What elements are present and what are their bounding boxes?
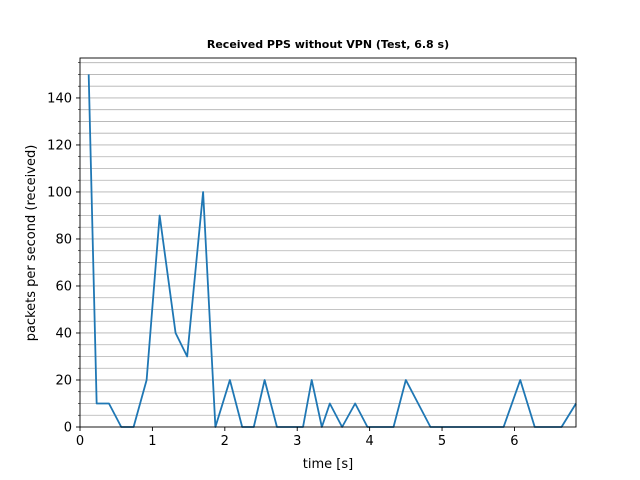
x-tick-label: 5	[438, 434, 446, 449]
chart-title: Received PPS without VPN (Test, 6.8 s)	[207, 38, 449, 51]
y-tick-label: 120	[47, 138, 72, 153]
x-tick-label: 0	[76, 434, 84, 449]
x-tick-label: 4	[365, 434, 373, 449]
x-tick-label: 2	[221, 434, 229, 449]
x-tick-label: 1	[148, 434, 156, 449]
y-tick-label: 80	[55, 232, 72, 247]
x-tick-label: 3	[293, 434, 301, 449]
tick-marks	[76, 62, 515, 431]
y-tick-label: 0	[64, 421, 72, 436]
y-axis-label: packets per second (received)	[24, 145, 39, 342]
x-axis-label: time [s]	[303, 457, 353, 472]
y-tick-label: 140	[47, 91, 72, 106]
y-tick-label: 20	[55, 373, 72, 388]
grid-lines	[80, 62, 576, 416]
plot-frame	[79, 57, 577, 428]
y-tick-label: 40	[55, 326, 72, 341]
axes	[79, 57, 577, 428]
y-tick-label: 60	[55, 279, 72, 294]
y-tick-label: 100	[47, 185, 72, 200]
x-tick-label: 6	[510, 434, 518, 449]
